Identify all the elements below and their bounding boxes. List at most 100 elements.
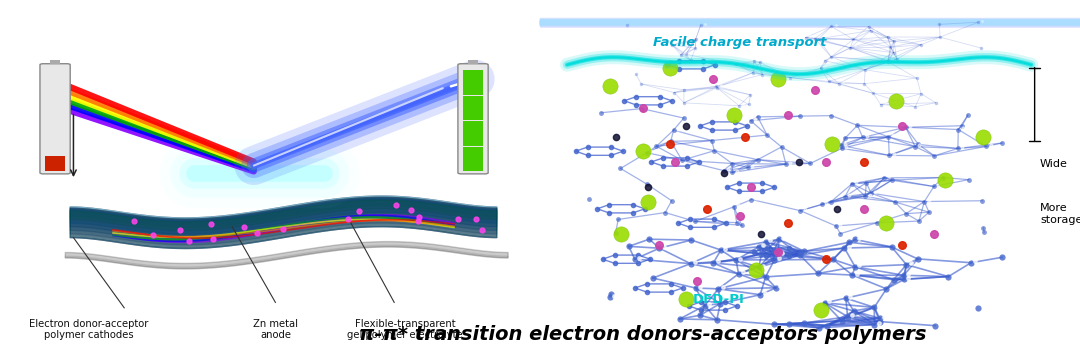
Point [839,314,856,320]
Point [994,255,1011,260]
Point [770,236,787,242]
Point [752,59,769,65]
Point [697,303,714,309]
Point [801,161,819,166]
Point [872,102,889,107]
Point [862,190,879,196]
Point [849,122,866,128]
Point [823,113,840,118]
Point [692,23,710,28]
Point [681,261,699,266]
Point [792,113,809,119]
Point [767,285,784,291]
Point [782,75,799,81]
Point [687,219,704,224]
Point [913,91,930,96]
Point [906,104,923,110]
Point [977,144,995,149]
Point [705,148,723,154]
Point [744,70,761,76]
Point [954,123,971,129]
Point [949,127,967,132]
Point [683,237,700,243]
Point [973,45,990,51]
Point [959,112,976,118]
Point [743,197,760,202]
Point [880,153,897,158]
Point [672,52,689,58]
Point [832,231,849,237]
Point [813,202,831,207]
Point [671,316,688,322]
Point [778,161,795,167]
Point [797,35,814,40]
Polygon shape [70,200,497,230]
Point [854,135,872,140]
Point [766,257,783,263]
Point [640,236,658,242]
Point [703,138,720,143]
Point [758,132,775,138]
Point [740,165,757,170]
Point [909,256,927,262]
Point [773,144,791,150]
Point [856,193,874,199]
Bar [463,121,483,146]
Point [821,78,838,84]
Point [927,100,944,105]
Point [818,323,835,328]
Point [837,135,854,141]
Point [897,262,915,267]
Point [994,140,1011,146]
Text: More
storages: More storages [1040,203,1080,225]
Point [600,294,618,300]
Point [704,260,721,266]
Point [745,58,762,64]
Point [812,66,829,71]
Point [836,245,853,251]
Point [662,138,679,144]
Point [691,312,708,318]
Point [823,54,840,60]
Point [742,92,759,98]
Point [868,220,886,226]
Point [816,58,834,64]
Point [663,42,680,48]
Point [858,180,875,185]
Point [883,177,901,183]
Point [824,257,841,262]
Point [740,102,757,107]
Point [879,59,896,65]
FancyBboxPatch shape [40,64,70,174]
Point [860,24,877,30]
Point [975,225,993,231]
Point [866,305,883,310]
Bar [463,70,483,95]
Point [833,143,850,148]
Point [769,252,786,258]
Point [970,19,987,25]
Point [916,199,933,204]
Point [927,323,944,329]
Bar [51,60,59,64]
Point [810,325,827,331]
Point [728,257,745,263]
Point [847,264,864,270]
Point [881,44,899,50]
Point [896,124,914,130]
Point [913,42,930,48]
Point [843,181,861,187]
Point [627,71,645,77]
Point [962,260,980,266]
Point [940,274,957,279]
Text: Electron donor-acceptor
polymer cathodes: Electron donor-acceptor polymer cathodes [29,319,148,340]
Point [879,58,896,63]
Point [969,305,986,311]
Point [807,36,824,42]
Point [883,244,901,250]
Point [710,286,727,292]
Point [609,217,626,222]
Point [712,301,729,306]
Point [809,271,826,276]
Point [757,239,774,245]
